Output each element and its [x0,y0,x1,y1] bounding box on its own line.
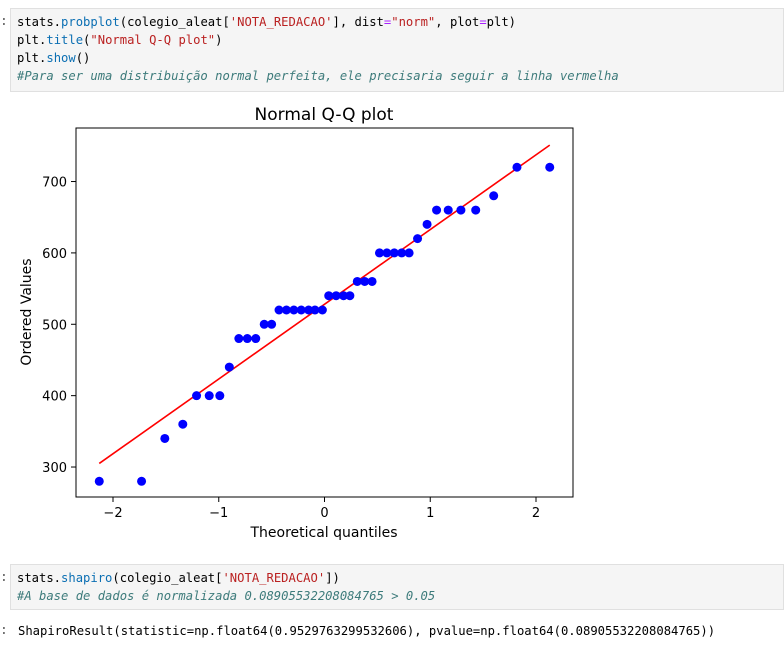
data-point [304,305,314,315]
data-point [422,219,432,229]
code-comment: #Para ser uma distribuição normal perfei… [17,69,619,83]
data-point [397,248,407,258]
data-point [234,334,244,344]
data-point [137,476,147,486]
data-point [456,205,466,215]
output-prompt: : [0,623,8,638]
code-cell-2: : stats.shapiro(colegio_aleat['NOTA_REDA… [0,564,784,610]
data-point [367,276,377,286]
data-point [251,334,261,344]
data-point [545,162,555,172]
code-line: plt.title("Normal Q-Q plot") [17,33,223,47]
data-point [224,362,234,372]
x-axis: −2 −1 0 1 2 [103,497,540,521]
y-tick-label: 500 [42,318,67,333]
data-point [404,248,414,258]
x-tick-label: −1 [209,506,228,521]
cell-prompt: : [0,570,8,585]
points-layer [94,162,555,486]
output-cell-2: : ShapiroResult(statistic=np.float64(0.9… [0,622,784,642]
x-tick-label: −2 [103,506,122,521]
data-point [94,476,104,486]
y-tick-label: 700 [42,176,67,191]
code-line: stats.shapiro(colegio_aleat['NOTA_REDACA… [17,571,340,585]
data-point [413,234,423,244]
data-point [382,248,392,258]
y-tick-label: 600 [42,247,67,262]
code-comment: #A base de dados é normalizada 0.0890553… [17,589,436,603]
data-point [204,391,214,401]
data-point [339,291,349,301]
x-tick-label: 2 [532,506,540,521]
y-axis: 300 400 500 600 700 [42,176,76,476]
code-editor-1[interactable]: stats.probplot(colegio_aleat['NOTA_REDAC… [10,8,784,92]
data-point [471,205,481,215]
data-point [310,305,320,315]
code-line: stats.probplot(colegio_aleat['NOTA_REDAC… [17,15,517,29]
data-point [374,248,384,258]
data-point [324,291,334,301]
data-point [432,205,442,215]
x-tick-label: 1 [426,506,434,521]
data-point [345,291,355,301]
data-point [296,305,306,315]
data-point [352,276,362,286]
fit-line [98,144,551,465]
y-tick-label: 400 [42,390,67,405]
x-axis-label: Theoretical quantiles [249,525,397,541]
data-point [331,291,341,301]
data-point [192,391,202,401]
data-point [389,248,399,258]
data-point [317,305,327,315]
data-point [242,334,252,344]
data-point [360,276,370,286]
data-point [215,391,225,401]
code-editor-2[interactable]: stats.shapiro(colegio_aleat['NOTA_REDACA… [10,564,784,610]
data-point [259,319,269,329]
shapiro-result-output: ShapiroResult(statistic=np.float64(0.952… [18,624,716,638]
x-tick-label: 0 [320,506,328,521]
data-point [160,433,170,443]
data-point [267,319,277,329]
code-line: plt.show() [17,51,91,65]
data-point [178,419,188,429]
data-point [281,305,291,315]
data-point [274,305,284,315]
code-cell-1: : stats.probplot(colegio_aleat['NOTA_RED… [0,8,784,92]
y-tick-label: 300 [42,461,67,476]
fit-line-layer [98,144,551,465]
cell-prompt: : [0,14,8,29]
qq-plot-chart: Normal Q-Q plot −2 −1 0 1 2 300400500600700 … [19,105,574,541]
data-point [512,162,522,172]
data-point [289,305,299,315]
y-axis-label: Ordered Values [19,258,35,365]
chart-title: Normal Q-Q plot [255,105,394,125]
data-point [443,205,453,215]
data-point [489,191,499,201]
